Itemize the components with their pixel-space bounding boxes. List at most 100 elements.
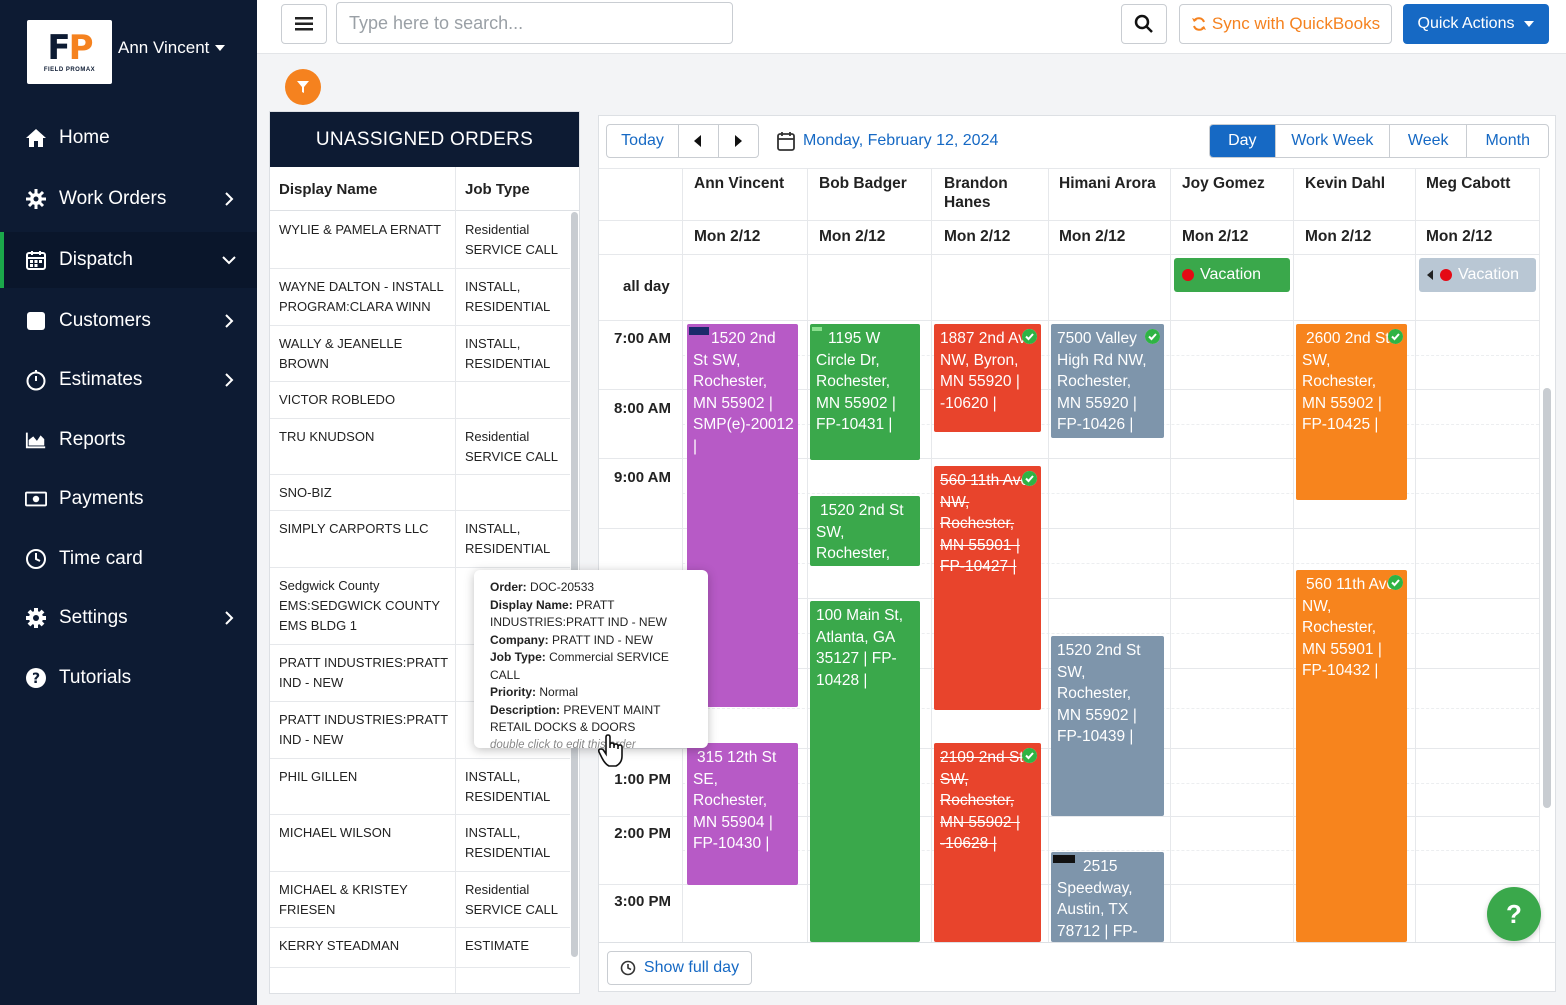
order-job-type: Residential SERVICE CALL [465, 222, 558, 257]
nav-reports[interactable]: Reports [0, 412, 257, 468]
quick-actions-button[interactable]: Quick Actions [1403, 4, 1549, 44]
event-card[interactable]: 100 Main St, Atlanta, GA 35127 | FP-1042… [810, 601, 920, 942]
chevron-right-icon [225, 314, 234, 328]
priority-tag [689, 327, 709, 335]
order-display-name: KERRY STEADMAN [279, 938, 400, 953]
view-week[interactable]: Week [1390, 125, 1468, 157]
event-card[interactable]: 2109 2nd St SW, Rochester, MN 55902 | -1… [934, 743, 1041, 942]
event-card[interactable]: 315 12th St SE, Rochester, MN 55904 | FP… [687, 743, 798, 885]
user-menu[interactable]: Ann Vincent [118, 38, 226, 58]
event-card[interactable]: 1887 2nd Ave NW, Byron, MN 55920 | -1062… [934, 324, 1041, 432]
event-card[interactable]: 7500 Valley High Rd NW, Rochester, MN 55… [1051, 324, 1164, 438]
sync-quickbooks-button[interactable]: Sync with QuickBooks [1179, 4, 1392, 44]
time-label: 1:00 PM [614, 771, 671, 788]
calendar-scrollbar[interactable] [1543, 388, 1551, 808]
list-item[interactable]: WALLY & JEANELLE BROWN INSTALL, RESIDENTI… [270, 326, 570, 382]
event-text: 560 11th Ave NW, Rochester, MN 55901 | F… [940, 472, 1030, 575]
nav-estimates[interactable]: Estimates [0, 352, 257, 408]
col-job-type[interactable]: Job Type [465, 181, 530, 198]
customer-icon [25, 310, 47, 332]
vacation-event-joy-gomez[interactable]: Vacation [1174, 258, 1290, 292]
event-card[interactable]: 1520 2nd St SW, Rochester, MN 55902 | [810, 496, 920, 566]
nav-payments[interactable]: Payments [0, 471, 257, 527]
nav-settings-label: Settings [59, 607, 128, 628]
menu-button[interactable] [281, 4, 327, 44]
tooltip-hint: double click to edit this order [490, 738, 636, 751]
nav-dispatch-label: Dispatch [59, 249, 133, 270]
caret-down-icon [1524, 21, 1535, 27]
grid-half-line [682, 563, 1539, 564]
time-label: 3:00 PM [614, 893, 671, 910]
nav-estimates-label: Estimates [59, 369, 143, 390]
list-item[interactable]: WAYNE DALTON - INSTALL PROGRAM:CLARA WIN… [270, 269, 570, 326]
check-icon [1022, 471, 1037, 486]
filter-button[interactable] [285, 69, 321, 105]
check-icon [1145, 329, 1160, 344]
event-card[interactable]: 1195 W Circle Dr, Rochester, MN 55902 | … [810, 324, 920, 460]
nav-home[interactable]: Home [0, 110, 257, 166]
nav-customers[interactable]: Customers [0, 293, 257, 349]
view-switcher: Day Work Week Week Month [1209, 124, 1549, 158]
list-item[interactable]: PRATT INDUSTRIES:PRATT IND - NEW [270, 702, 570, 759]
grid-line [599, 598, 1539, 599]
nav-work-orders[interactable]: Work Orders [0, 171, 257, 227]
search-input[interactable] [336, 2, 733, 44]
order-display-name: PHIL GILLEN [279, 769, 358, 784]
list-item[interactable]: KERRY STEADMAN ESTIMATE [270, 928, 570, 968]
nav-customers-label: Customers [59, 310, 151, 331]
vacation-label: Vacation [1458, 266, 1520, 283]
caret-down-icon [215, 45, 226, 51]
event-card[interactable]: 560 11th Ave NW, Rochester, MN 55901 | F… [1296, 570, 1407, 942]
nav-dispatch[interactable]: Dispatch [0, 232, 257, 288]
prev-button[interactable] [679, 125, 719, 157]
list-item[interactable]: PHIL GILLEN INSTALL, RESIDENTIAL [270, 759, 570, 815]
list-item[interactable]: PRATT INDUSTRIES:PRATT IND - NEW [270, 645, 570, 702]
order-job-type: Residential SERVICE CALL [465, 429, 558, 464]
list-item[interactable]: MICHAEL & KRISTEY FRIESEN Residential SER… [270, 872, 570, 928]
nav-reports-label: Reports [59, 429, 126, 450]
list-item[interactable]: MICHAEL WILSON INSTALL, RESIDENTIAL [270, 815, 570, 872]
order-display-name: PRATT INDUSTRIES:PRATT IND - NEW [279, 655, 448, 690]
list-item[interactable]: SIMPLY CARPORTS LLC INSTALL, RESIDENTIAL [270, 511, 570, 568]
order-job-type: INSTALL, RESIDENTIAL [465, 769, 551, 804]
search-button[interactable] [1121, 4, 1167, 44]
event-card[interactable]: 2515 Speedway, Austin, TX 78712 | FP- [1051, 852, 1164, 942]
caret-right-icon [735, 135, 743, 147]
clock-icon [25, 548, 47, 570]
col-display-name[interactable]: Display Name [279, 181, 378, 198]
view-day[interactable]: Day [1210, 125, 1276, 157]
nav-settings[interactable]: Settings [0, 590, 257, 646]
chevron-down-icon [222, 256, 236, 265]
grid-col-line [1048, 168, 1049, 942]
clock-icon [25, 369, 47, 391]
resource-himani-arora: Himani Arora [1059, 175, 1156, 192]
grid-line [599, 254, 1539, 255]
grid-line [599, 458, 1539, 459]
resource-date: Mon 2/12 [1059, 228, 1126, 245]
next-button[interactable] [719, 125, 758, 157]
column-divider [455, 167, 456, 993]
event-card[interactable]: 560 11th Ave NW, Rochester, MN 55901 | F… [934, 466, 1041, 710]
nav-tutorials[interactable]: ? Tutorials [0, 650, 257, 706]
list-item[interactable]: VICTOR ROBLEDO [270, 382, 570, 419]
today-button[interactable]: Today [607, 125, 680, 157]
list-item[interactable]: SNO-BIZ [270, 475, 570, 511]
order-display-name: PRATT INDUSTRIES:PRATT IND - NEW [279, 712, 448, 747]
list-item[interactable]: TRU KNUDSON Residential SERVICE CALL [270, 419, 570, 475]
vacation-event-meg-cabott[interactable]: Vacation [1419, 258, 1536, 292]
order-job-type: ESTIMATE [465, 938, 530, 953]
event-card[interactable]: 2600 2nd St SW, Rochester, MN 55902 | FP… [1296, 324, 1407, 500]
show-full-day-button[interactable]: Show full day [607, 951, 752, 985]
event-card[interactable]: 1520 2nd St SW, Rochester, MN 55902 | FP… [1051, 636, 1164, 816]
calendar-icon [777, 132, 795, 151]
list-item[interactable]: Sedgwick County EMS:SEDGWICK COUNTY EMS … [270, 568, 570, 645]
top-bar: Sync with QuickBooks Quick Actions [257, 0, 1566, 54]
list-item[interactable]: WYLIE & PAMELA ERNATT Residential SERVICE… [270, 212, 570, 269]
view-month[interactable]: Month [1485, 132, 1530, 149]
calendar-toolbar: Today Monday, February 12, 2024 Day Work… [599, 116, 1555, 168]
view-work-week[interactable]: Work Week [1276, 125, 1390, 157]
date-picker[interactable]: Monday, February 12, 2024 [777, 131, 998, 151]
nav-time-card[interactable]: Time card [0, 531, 257, 587]
help-button[interactable]: ? [1487, 887, 1541, 941]
